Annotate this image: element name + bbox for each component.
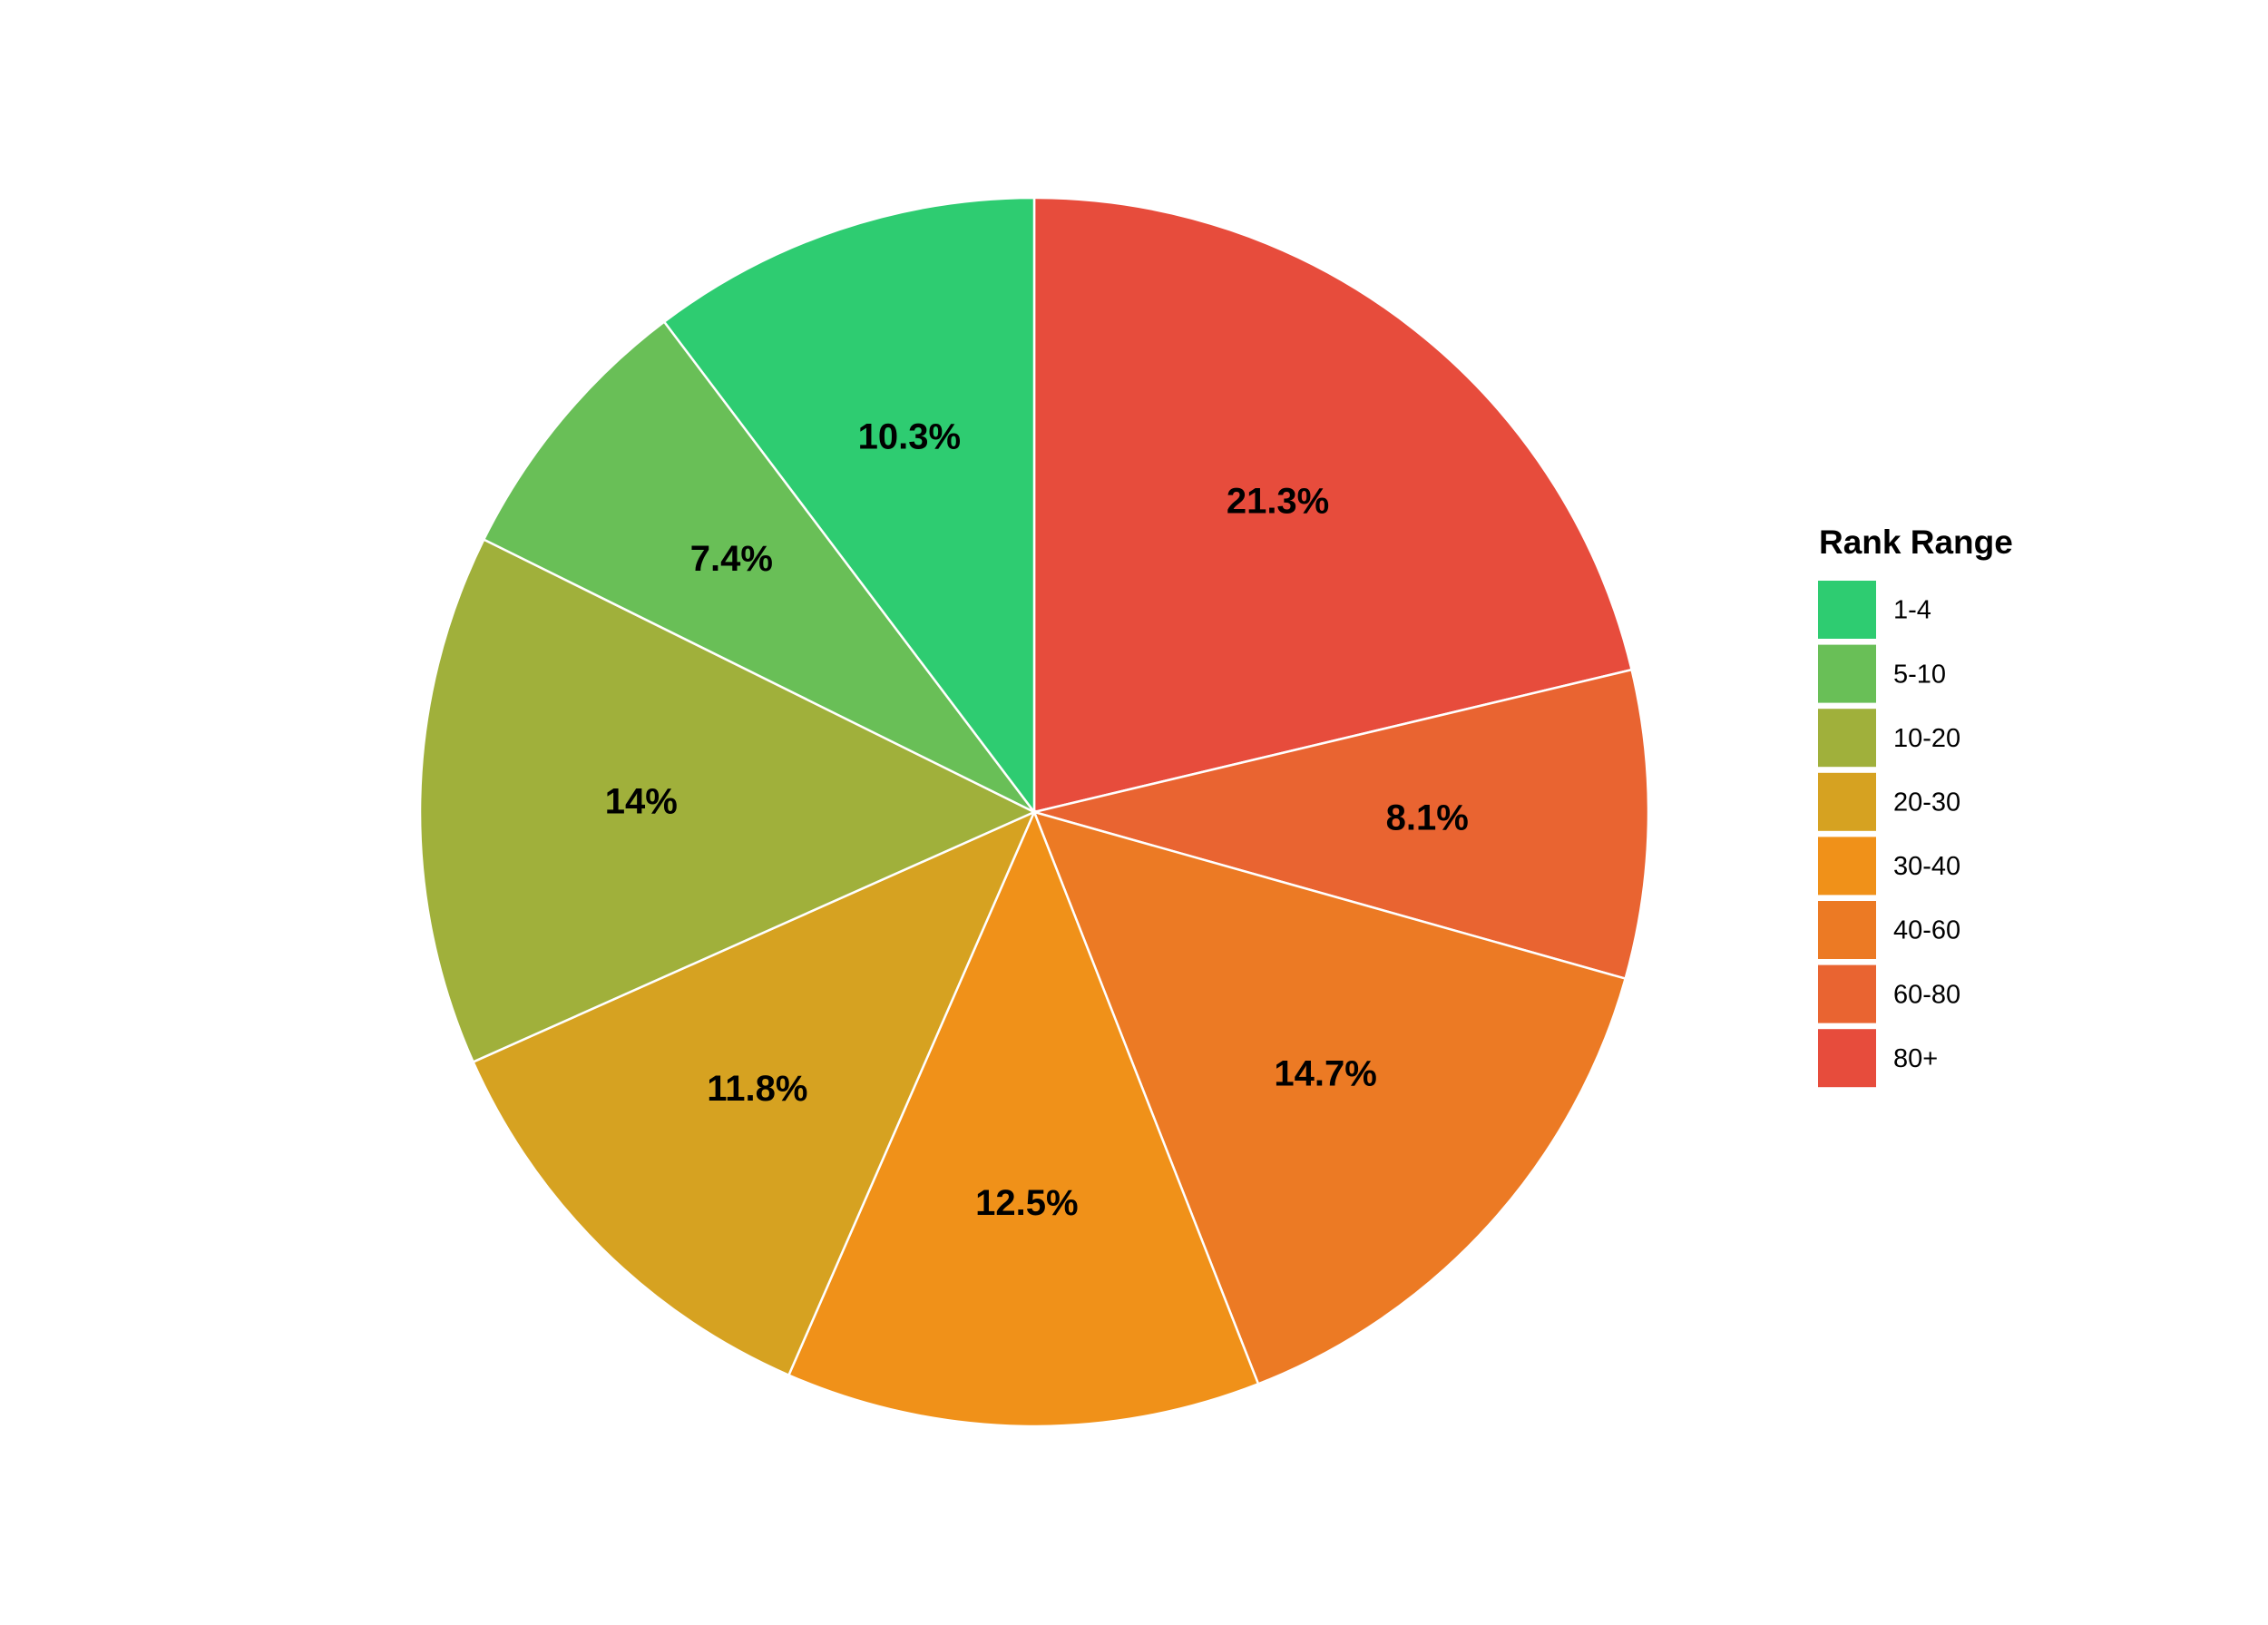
legend-title: Rank Range	[1819, 524, 2013, 561]
pie-slice-30-40	[787, 808, 1260, 1428]
legend-swatch-10-20	[1818, 709, 1876, 768]
slice-label-10-20: 14%	[605, 782, 678, 822]
legend-label-80plus: 80+	[1893, 1044, 1938, 1073]
legend-label-10-20: 10-20	[1893, 724, 1960, 753]
legend-swatch-1-4	[1818, 581, 1876, 639]
legend-label-20-30: 20-30	[1893, 788, 1960, 817]
pie-slice-80plus	[1032, 196, 1634, 814]
legend-label-40-60: 40-60	[1893, 916, 1960, 945]
legend-items: 1-4 5-10 10-20 20-30 30-40 40-60 60-80 80+	[1818, 581, 1960, 1088]
legend-swatch-40-60	[1818, 901, 1876, 959]
legend-swatch-20-30	[1818, 772, 1876, 831]
pie-slice-labels: 21.3% 8.1% 14.7% 12.5% 11.8% 14% 7.4% 10.3%	[605, 417, 1469, 1223]
slice-label-30-40: 12.5%	[975, 1183, 1078, 1223]
pie-slice-20-30	[471, 809, 1037, 1377]
pie-slice-5-10	[482, 319, 1035, 814]
legend-swatch-5-10	[1818, 644, 1876, 703]
slice-label-20-30: 11.8%	[707, 1069, 807, 1109]
slice-label-40-60: 14.7%	[1274, 1053, 1376, 1093]
legend-swatch-80plus	[1818, 1029, 1876, 1088]
slice-label-1-4: 10.3%	[858, 417, 961, 457]
legend-label-30-40: 30-40	[1893, 852, 1960, 881]
slice-label-5-10: 7.4%	[690, 539, 773, 579]
slice-label-60-80: 8.1%	[1386, 798, 1469, 837]
pie-slice-60-80	[1030, 668, 1650, 981]
legend-label-1-4: 1-4	[1893, 596, 1931, 625]
pie-slice-40-60	[1031, 810, 1628, 1385]
legend-label-5-10: 5-10	[1893, 660, 1946, 689]
legend-swatch-60-80	[1818, 964, 1876, 1023]
pie-slice-1-4	[662, 196, 1036, 816]
legend-swatch-30-40	[1818, 837, 1876, 896]
legend-label-60-80: 60-80	[1893, 980, 1960, 1009]
pie-slices	[418, 196, 1650, 1428]
legend: Rank Range 1-4 5-10 10-20 20-30 30-40 40-60 60…	[1818, 524, 2013, 1088]
slice-label-80plus: 21.3%	[1227, 482, 1329, 522]
pie-slice-10-20	[418, 537, 1037, 1064]
